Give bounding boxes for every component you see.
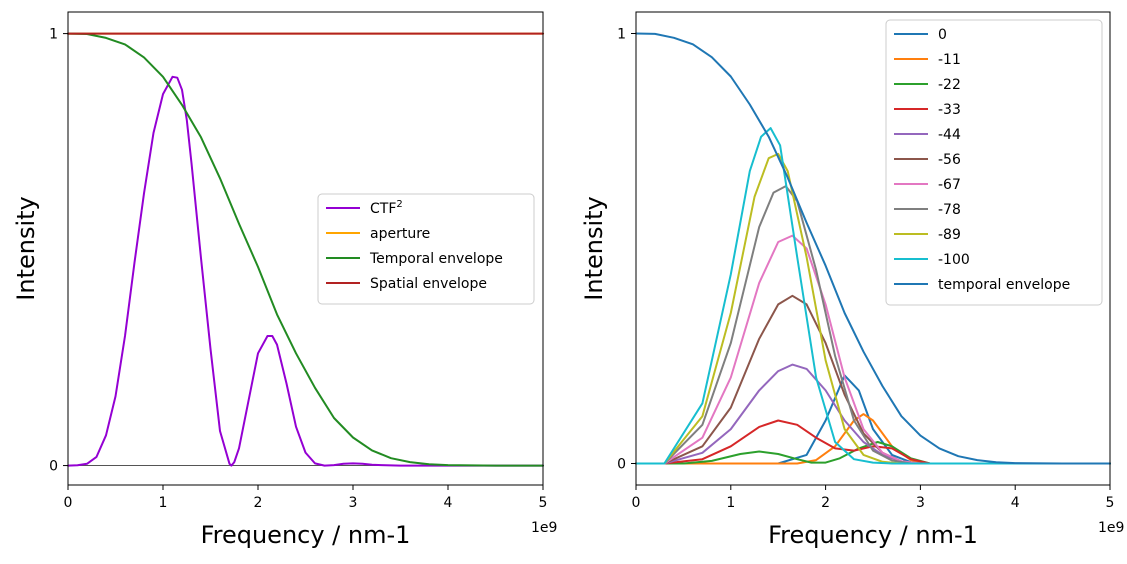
- series-line-left-2: [67, 32, 544, 467]
- legend-entry-text: -44: [938, 127, 961, 143]
- legend-entry-label: -89: [938, 227, 961, 243]
- axes-frame: [635, 11, 1111, 486]
- legend-entry-label: -44: [938, 127, 961, 143]
- x-tick-label: 3: [349, 495, 358, 511]
- legend-entry-label: temporal envelope: [938, 277, 1070, 293]
- legend-entry-label: -78: [938, 202, 961, 218]
- legend-box: [885, 19, 1103, 306]
- y-tick-label: 1: [49, 27, 58, 43]
- legend-entry-text: Spatial envelope: [370, 276, 487, 292]
- legend-entry-text: Temporal envelope: [369, 251, 503, 267]
- series-line-right-6: [635, 234, 1111, 465]
- x-tick-label: 2: [821, 495, 830, 511]
- legend-box: [317, 193, 535, 305]
- x-tick-label: 0: [632, 495, 641, 511]
- legend-entry-label: -22: [938, 77, 961, 93]
- x-tick-label: 3: [916, 495, 925, 511]
- series-line-right-2: [635, 441, 1111, 465]
- legend-entry-label: 0: [938, 27, 947, 43]
- legend-entry-text: -89: [938, 227, 961, 243]
- x-tick-label: 5: [1106, 495, 1115, 511]
- legend-entry-label: -100: [938, 252, 970, 268]
- series-line-left-0: [67, 75, 544, 467]
- legend-entry-label: -56: [938, 152, 961, 168]
- legend-entry-label: Temporal envelope: [369, 251, 503, 267]
- series-line-right-9: [635, 127, 1111, 465]
- x-axis-label: Frequency / nm-1: [768, 521, 978, 549]
- legend-entry-text: -22: [938, 77, 961, 93]
- y-tick-label: 0: [49, 459, 58, 475]
- legend-entry-label: -33: [938, 102, 961, 118]
- legend-entry-text: CTF: [370, 201, 396, 217]
- y-axis-label: Intensity: [12, 196, 40, 300]
- legend-entry-label: Spatial envelope: [370, 276, 487, 292]
- x-tick-label: 2: [254, 495, 263, 511]
- right-chart-panel: 0 1 2 3 4 5 0 1 1e9 Frequency / nm-1 Intensity 0 -11…: [580, 11, 1124, 549]
- x-tick-label: 5: [539, 495, 548, 511]
- x-offset-label: 1e9: [531, 520, 557, 536]
- series-line-right-10: [635, 32, 1111, 465]
- x-tick-label: 4: [1011, 495, 1020, 511]
- legend-entry-superscript: 2: [396, 199, 402, 210]
- legend-entry-text: aperture: [370, 226, 430, 242]
- legend-entry-text: temporal envelope: [938, 277, 1070, 293]
- legend-entry-label: -67: [938, 177, 961, 193]
- x-tick-label: 1: [726, 495, 735, 511]
- x-tick-label: 0: [64, 495, 73, 511]
- legend-entry-text: -67: [938, 177, 961, 193]
- legend-entry-text: -56: [938, 152, 961, 168]
- legend-entry-text: 0: [938, 27, 947, 43]
- x-offset-label: 1e9: [1098, 520, 1124, 536]
- y-tick-label: 0: [617, 457, 626, 473]
- legend-entry-label: aperture: [370, 226, 430, 242]
- x-tick-label: 4: [444, 495, 453, 511]
- series-line-right-8: [635, 152, 1111, 465]
- legend-entry-text: -78: [938, 202, 961, 218]
- legend-entry-label: CTF2: [370, 199, 403, 217]
- axes-frame: [67, 11, 544, 486]
- y-tick-label: 1: [617, 27, 626, 43]
- series-line-right-3: [635, 419, 1111, 465]
- x-tick-label: 1: [159, 495, 168, 511]
- x-axis-label: Frequency / nm-1: [201, 521, 411, 549]
- legend-entry-text: -100: [938, 252, 970, 268]
- y-axis-label: Intensity: [580, 196, 608, 300]
- legend-entry-text: -33: [938, 102, 961, 118]
- legend-entry-text: -11: [938, 52, 961, 68]
- legend-entry-label: -11: [938, 52, 961, 68]
